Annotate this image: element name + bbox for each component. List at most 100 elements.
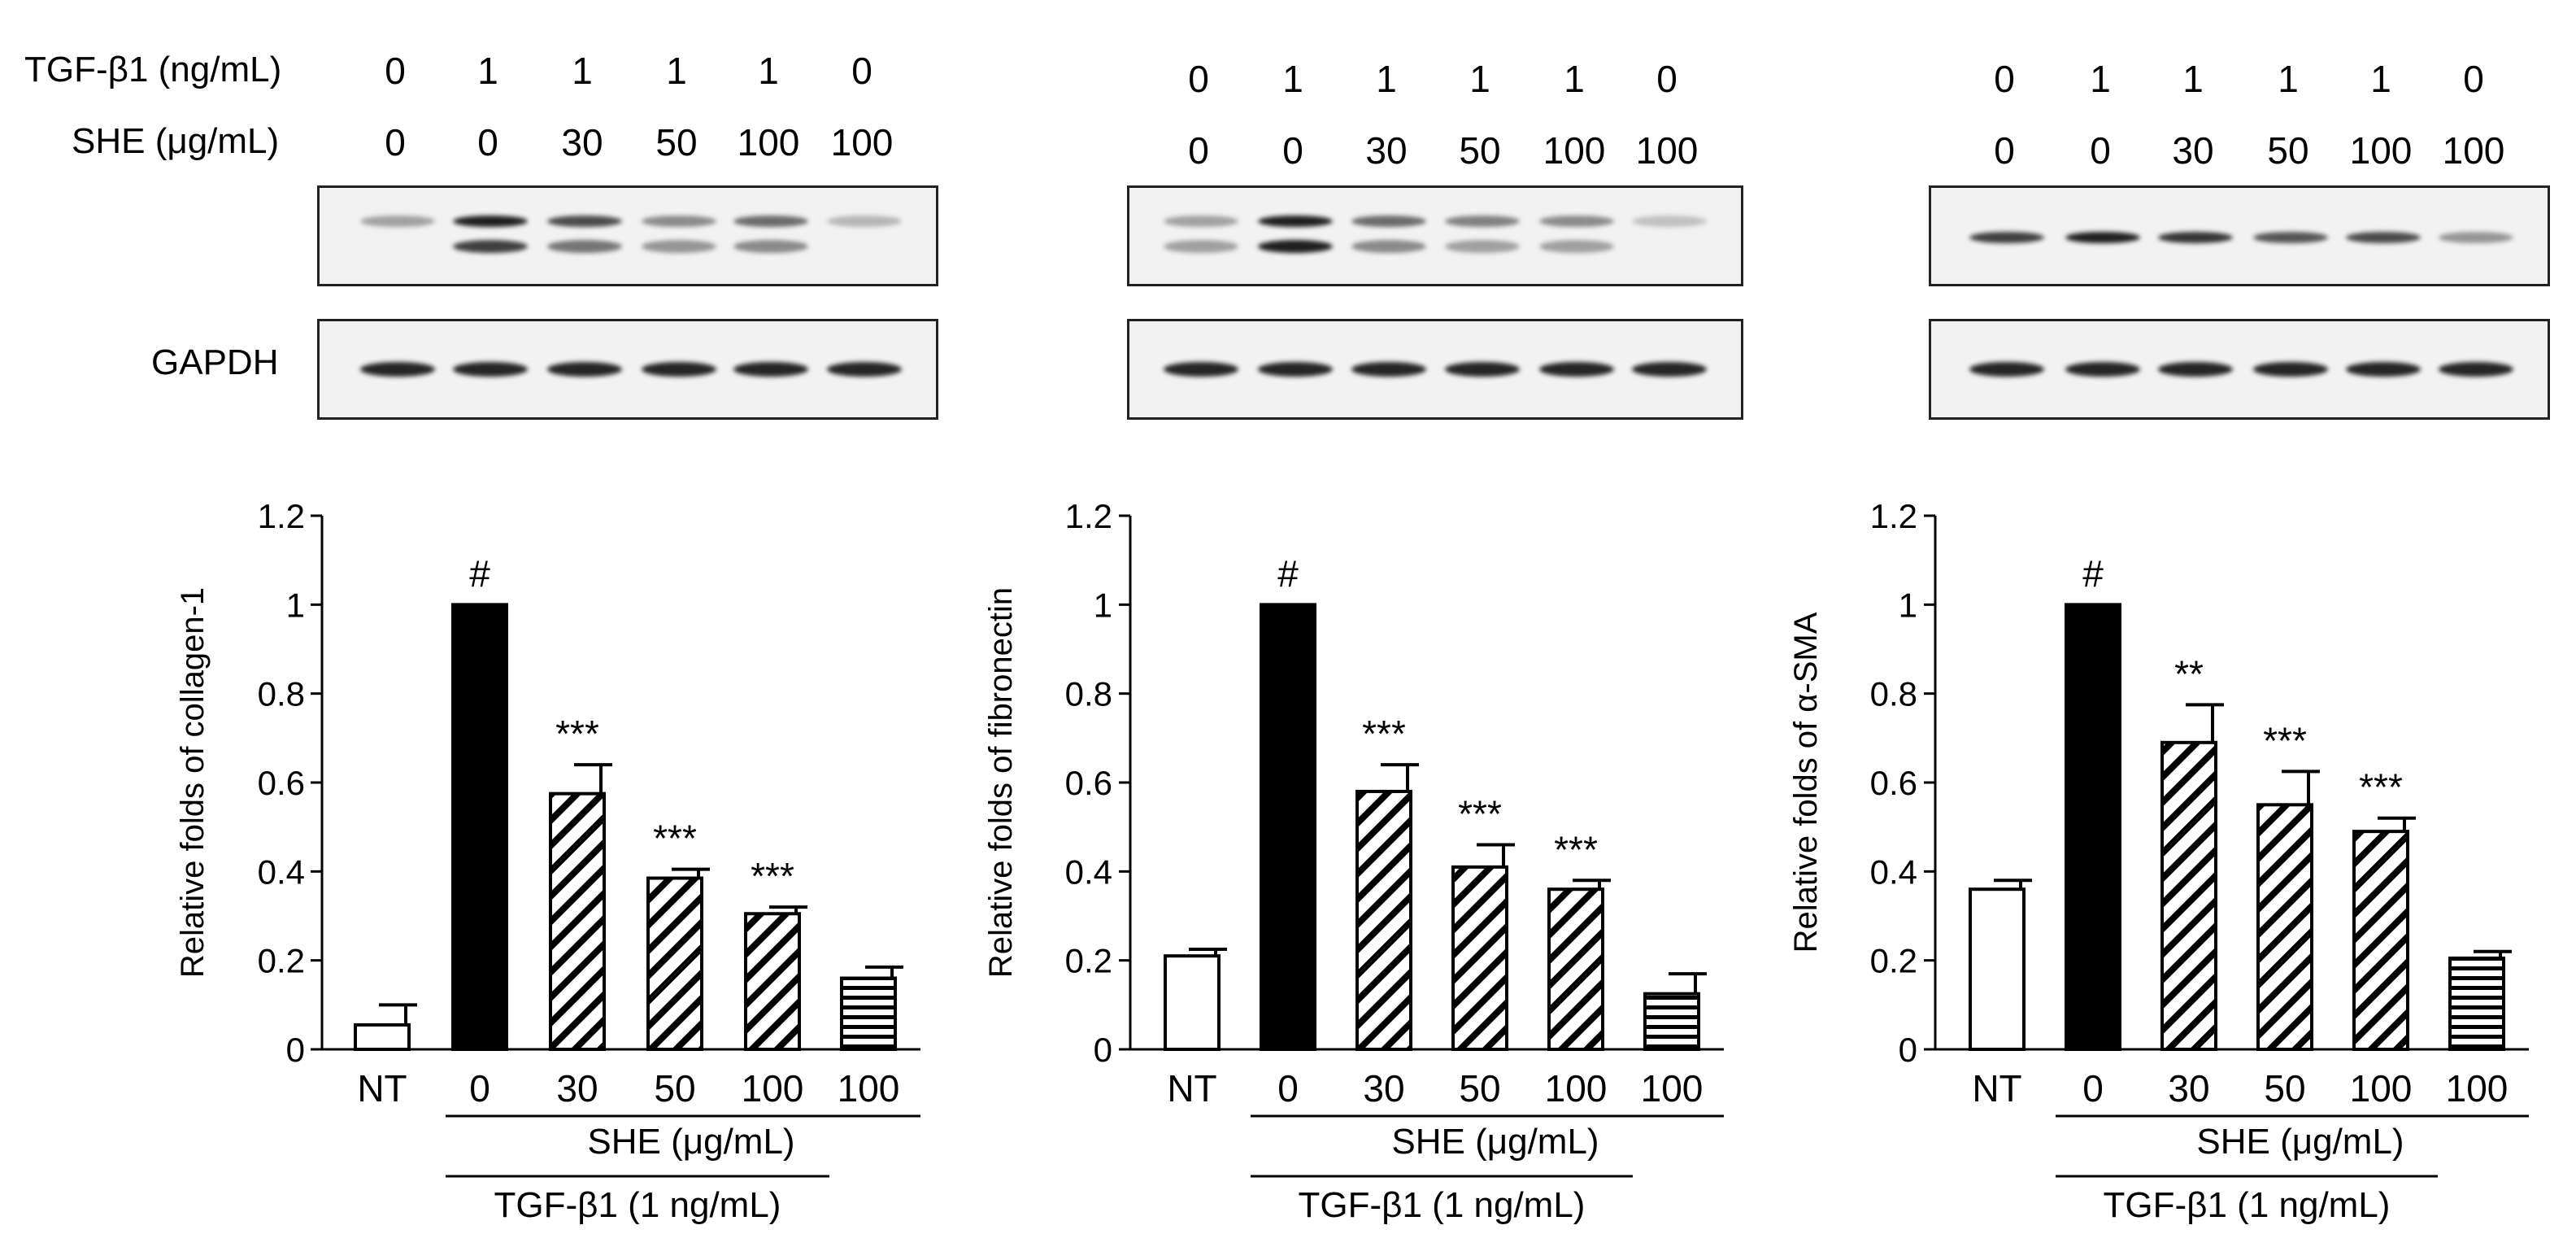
gapdh-band — [360, 362, 435, 377]
gapdh-band — [1445, 362, 1520, 377]
protein-band — [827, 216, 902, 227]
gapdh-band — [2253, 362, 2328, 377]
tgf-lane-value: 0 — [385, 50, 406, 92]
bar — [1643, 992, 1700, 1051]
tgf-row-label: TGF-β1 (ng/mL) — [24, 50, 282, 89]
bar — [840, 976, 897, 1051]
y-axis-label: Relative folds of α-SMA — [1788, 612, 1824, 953]
significance-mark: # — [1277, 552, 1299, 595]
significance-mark: ** — [2174, 652, 2204, 695]
gapdh-blot — [1127, 319, 1743, 420]
tgf-lane-value: 1 — [1564, 58, 1585, 100]
bar — [451, 603, 508, 1051]
tgf-lane-value: 1 — [2090, 58, 2111, 100]
tgf-lane-value: 1 — [1469, 58, 1490, 100]
she-lane-value: 100 — [1543, 129, 1606, 172]
y-tick-label: 0.8 — [1065, 675, 1112, 713]
protein-band — [2253, 232, 2328, 243]
protein-band — [1539, 216, 1614, 227]
bar — [2160, 740, 2217, 1051]
x-tick-label: NT — [1167, 1067, 1216, 1110]
gapdh-band — [1258, 362, 1333, 377]
gapdh-band — [2158, 362, 2233, 377]
y-tick-label: 0 — [1094, 1031, 1112, 1069]
gapdh-band — [547, 362, 622, 377]
x-tick-label: 100 — [838, 1067, 900, 1110]
tgf-lane-value: 1 — [572, 50, 593, 92]
x-tick-label: 0 — [1277, 1067, 1299, 1110]
significance-mark: *** — [555, 713, 599, 755]
x-tick-label: 100 — [1545, 1067, 1608, 1110]
x-tick-label: 100 — [742, 1067, 804, 1110]
bar — [1451, 865, 1508, 1052]
protein-band — [642, 216, 716, 227]
bar — [549, 791, 606, 1052]
significance-mark: *** — [2263, 719, 2307, 761]
y-tick-label: 1 — [1899, 586, 1917, 624]
she-lane-value: 100 — [830, 121, 894, 164]
protein-band — [1351, 216, 1426, 227]
bar — [2256, 803, 2313, 1051]
protein-band — [1445, 216, 1520, 227]
significance-mark: *** — [751, 855, 794, 897]
gapdh-band — [1351, 362, 1426, 377]
tgf-lane-value: 0 — [1188, 58, 1209, 100]
protein-band — [1632, 216, 1707, 227]
x-tick-label: 30 — [1363, 1067, 1404, 1110]
significance-mark: # — [469, 552, 490, 595]
she-group-label: SHE (μg/mL) — [1391, 1122, 1599, 1162]
y-tick-label: 1.2 — [1065, 497, 1112, 535]
bar — [1547, 887, 1604, 1051]
she-lane-value: 50 — [1459, 129, 1501, 172]
y-tick-label: 0.2 — [258, 942, 305, 980]
protein-band — [453, 240, 528, 253]
protein-band — [1164, 216, 1238, 227]
tgf-lane-value: 1 — [2370, 58, 2391, 100]
significance-mark: *** — [1458, 793, 1502, 835]
y-tick-label: 0.4 — [1065, 852, 1112, 891]
y-tick-label: 0 — [1899, 1031, 1917, 1069]
she-group-label: SHE (μg/mL) — [587, 1122, 794, 1162]
significance-mark: *** — [653, 818, 697, 860]
y-tick-label: 0.4 — [258, 852, 305, 891]
x-tick-label: 30 — [556, 1067, 598, 1110]
gapdh-band — [827, 362, 902, 377]
target-protein-blot — [1929, 185, 2550, 286]
y-tick-label: 0.4 — [1870, 852, 1917, 891]
y-tick-label: 1 — [1094, 586, 1112, 624]
bar — [2352, 830, 2409, 1052]
tgf-lane-value: 1 — [758, 50, 779, 92]
y-tick-label: 1.2 — [1870, 497, 1917, 535]
x-tick-label: 100 — [2446, 1067, 2509, 1110]
gapdh-band — [2439, 362, 2513, 377]
protein-band — [2065, 232, 2140, 243]
y-tick-label: 0.6 — [1065, 764, 1112, 802]
she-lane-value: 30 — [561, 121, 603, 164]
x-tick-label: 100 — [1641, 1067, 1704, 1110]
y-tick-label: 0 — [286, 1031, 305, 1069]
x-tick-label: 0 — [469, 1067, 490, 1110]
gapdh-band — [2065, 362, 2140, 377]
protein-band — [1445, 240, 1520, 253]
x-tick-label: 50 — [1459, 1067, 1500, 1110]
she-lane-value: 0 — [1188, 129, 1209, 172]
x-tick-label: 100 — [2350, 1067, 2413, 1110]
protein-band — [547, 240, 622, 253]
x-tick-label: 50 — [654, 1067, 695, 1110]
tgf-lane-value: 1 — [477, 50, 498, 92]
protein-band — [642, 240, 716, 253]
protein-band — [2346, 232, 2421, 243]
tgf-group-label: TGF-β1 (1 ng/mL) — [494, 1185, 781, 1225]
she-lane-value: 100 — [737, 121, 800, 164]
y-tick-label: 1.2 — [258, 497, 305, 535]
bar — [1355, 789, 1412, 1052]
x-tick-label: 50 — [2264, 1067, 2305, 1110]
x-tick-label: 0 — [2082, 1067, 2104, 1110]
bar — [2065, 603, 2121, 1051]
gapdh-blot — [1929, 319, 2550, 420]
x-tick-label: 30 — [2168, 1067, 2209, 1110]
she-lane-value: 0 — [1994, 129, 2015, 172]
gapdh-band — [453, 362, 528, 377]
y-tick-label: 0.8 — [1870, 675, 1917, 713]
